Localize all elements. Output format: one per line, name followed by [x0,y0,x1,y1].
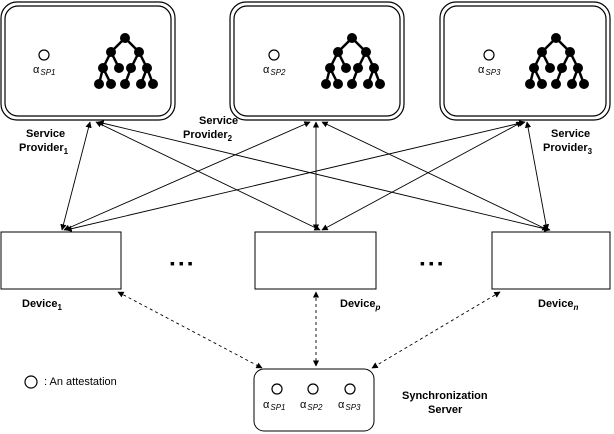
edge-sp3-d1 [65,120,526,232]
legend-attestation-icon [24,375,38,389]
device-p-label: Devicep [340,298,380,312]
device-1-box [0,231,122,290]
sp2-label-line1: Service [199,115,238,127]
device-n-label: Devicen [538,298,578,312]
edge-sp1-d1 [60,121,92,231]
sync-alpha-3: αSP3 [338,399,361,412]
alpha-label: αSP2 [263,64,286,77]
sync-edge-dn [371,291,501,369]
device-1-label: Device1 [22,298,62,312]
ellipsis-right: ▪ ▪ ▪ [420,255,443,271]
edge-sp2-dn [321,121,549,231]
alpha-label: αSP1 [33,64,55,77]
edge-sp3-dp [321,121,523,231]
sp1-label-line2: Provider1 [19,142,69,156]
attestation-icon [268,49,280,61]
sync-edge-d1 [117,291,263,369]
sync-connections [117,291,501,369]
sync-alpha-1: αSP1 [263,399,285,412]
device-n-box [491,231,611,290]
attestation-icon [38,49,50,61]
sp2-label-line2: Provider2 [183,129,233,143]
legend-text: : An attestation [44,376,117,388]
attestation-icon [271,383,283,395]
device-p-box [254,231,377,290]
service-provider-3: αSP3 [439,1,611,121]
sync-alpha-2: αSP2 [300,399,323,412]
edge-sp1-dn [97,120,551,232]
attestation-icon [307,383,319,395]
attestation-icon [483,49,495,61]
sync-server-label-line2: Server [428,404,463,416]
sp3-label-line1: Service [551,128,590,140]
attestation-icon [344,383,356,395]
service-provider-2: αSP2 [229,1,405,121]
ellipsis-left: ▪ ▪ ▪ [170,255,193,271]
edge-sp3-dn [524,121,550,231]
sync-server-label-line1: Synchronization [402,390,488,402]
connections [60,120,551,232]
sp3-label-line2: Provider3 [543,142,593,156]
sp1-label-line1: Service [26,128,65,140]
alpha-label: αSP3 [478,64,501,77]
service-provider-1: αSP1 [0,1,176,121]
sync-server: αSP1 αSP2 αSP3 [253,368,375,432]
